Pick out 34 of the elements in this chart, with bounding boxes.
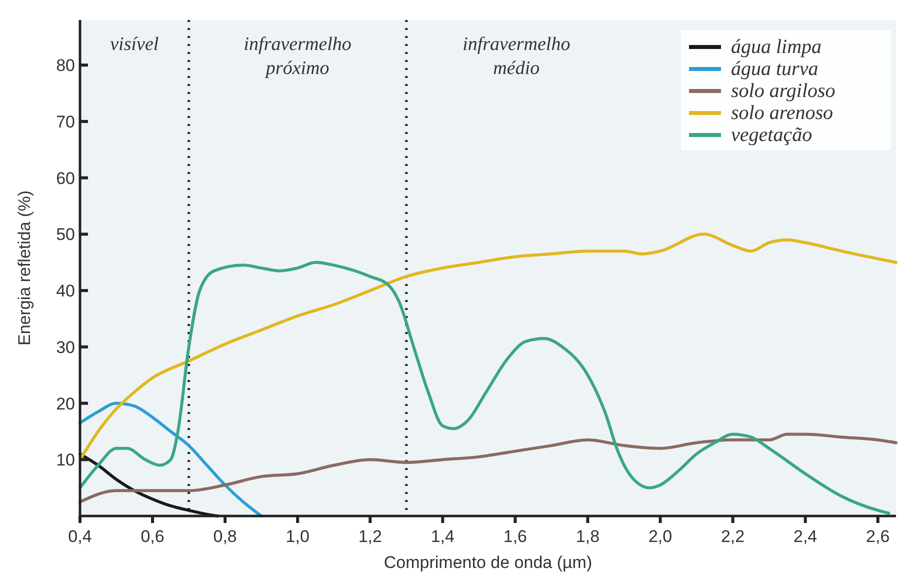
annotation: visível [110,34,159,55]
y-tick-label: 70 [56,112,75,132]
x-tick-label: 1,2 [358,527,382,546]
legend-label: água turva [731,58,818,80]
x-tick-label: 1,8 [576,527,600,546]
x-tick-label: 1,4 [430,527,454,546]
x-tick-label: 0,6 [140,527,164,546]
legend-label: solo argiloso [731,80,836,102]
line-series [78,432,898,504]
legend-label: vegetação [731,124,812,146]
y-tick-label: 80 [56,56,75,76]
y-tick-label: 60 [56,168,75,188]
line-series [78,232,898,462]
y-tick-label: 50 [56,225,75,244]
x-tick-label: 2,6 [866,527,890,546]
line-series [78,402,263,518]
y-tick-label: 40 [56,282,75,301]
y-axis-title: Energia refletida (%) [15,190,34,346]
x-tick-label: 0,8 [213,527,237,546]
legend-label: água limpa [731,36,822,58]
x-tick-label: 1,6 [503,527,528,546]
y-tick-label: 20 [56,394,75,414]
y-tick-label: 10 [56,450,75,470]
x-tick-label: 2,0 [648,527,672,546]
x-tick-label: 2,4 [794,527,818,546]
x-tick-label: 0,4 [68,527,92,546]
x-axis-title: Comprimento de onda (µm) [384,553,592,572]
x-tick-label: 2,2 [720,527,745,546]
x-tick-label: 1,0 [286,527,310,546]
line-series [78,260,890,515]
annotation: infravermelho próximo [244,34,352,79]
y-tick-label: 30 [56,338,75,357]
legend-label: solo arenoso [731,102,834,124]
annotation: infravermelho médio [462,34,570,79]
